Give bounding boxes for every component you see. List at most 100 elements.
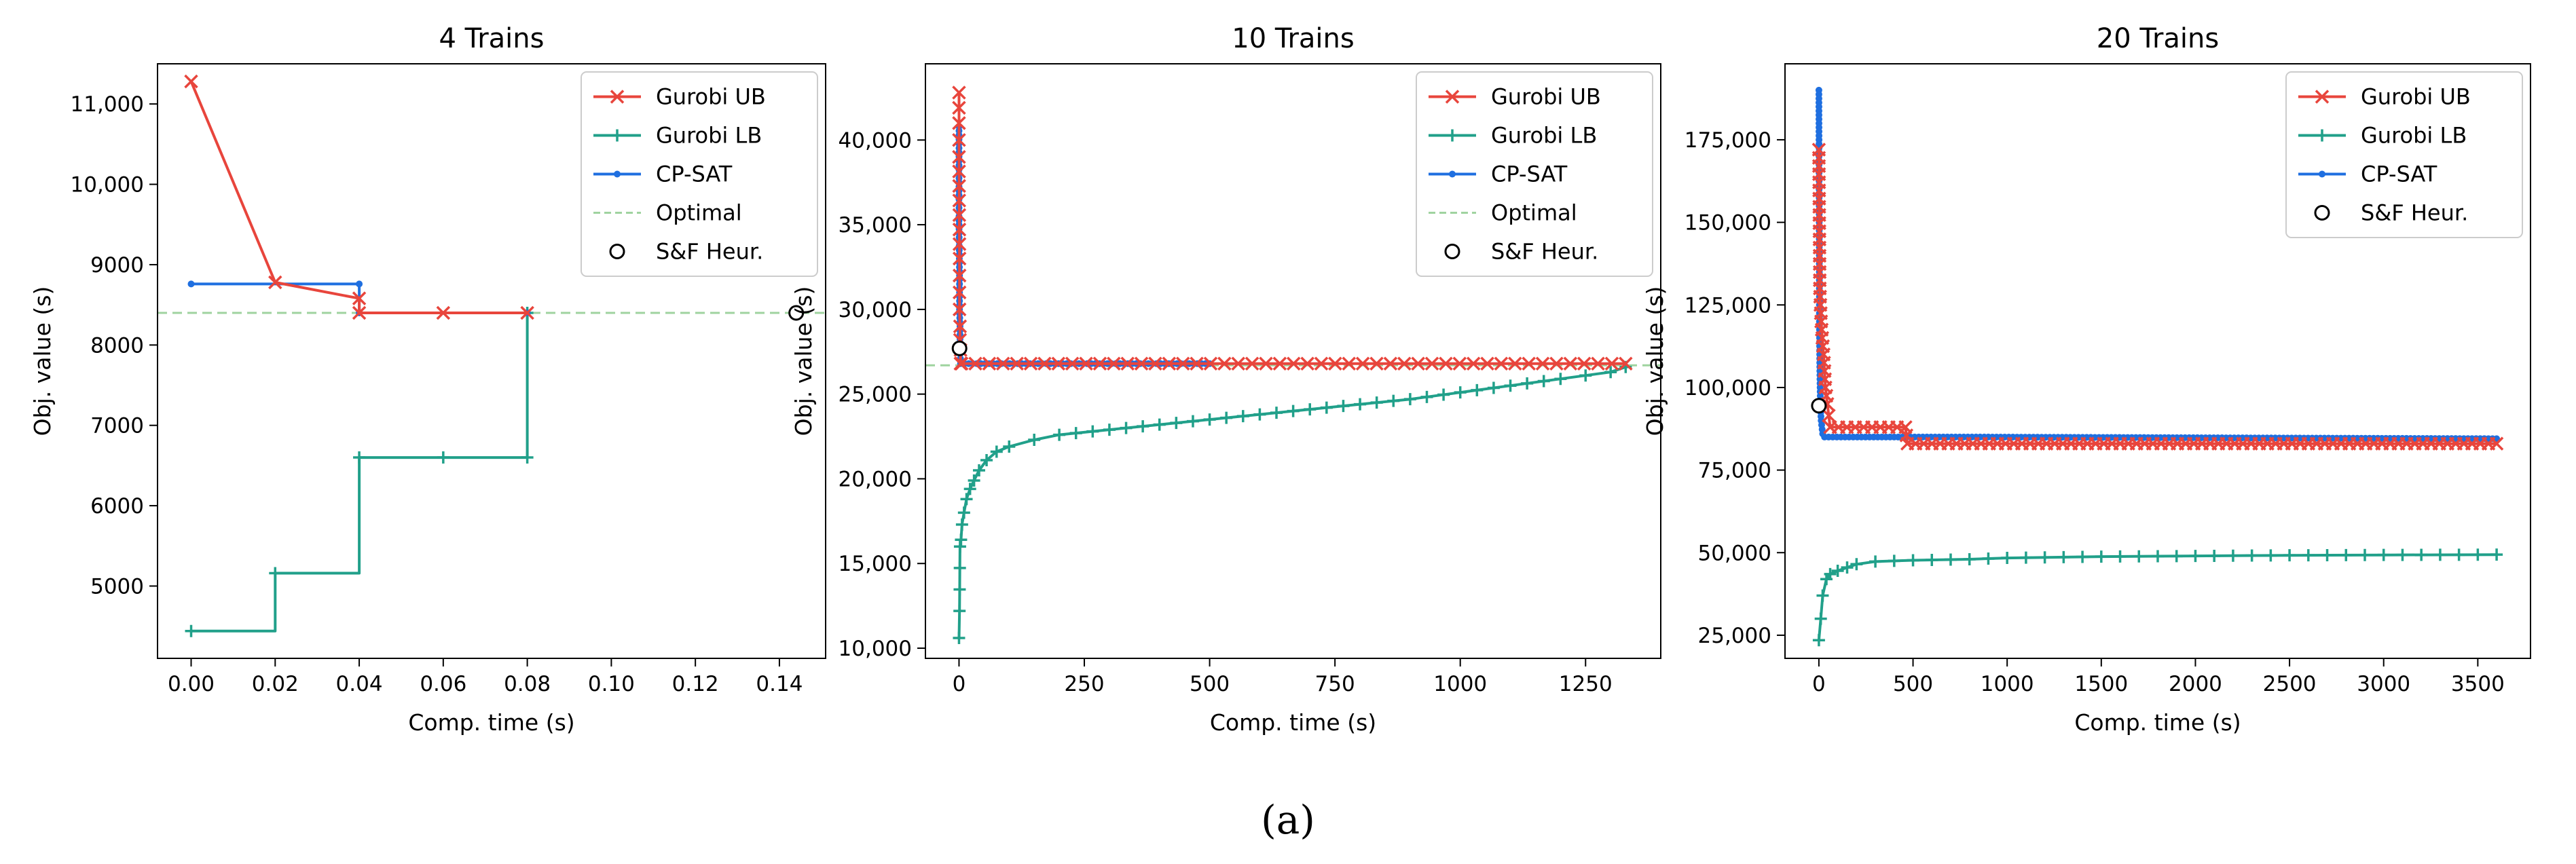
series-gurobi-ub-point bbox=[268, 275, 282, 290]
series-gurobi-lb-marker bbox=[2114, 550, 2127, 563]
x-tick-label: 3000 bbox=[2357, 672, 2410, 696]
legend-marker-cp-sat bbox=[2319, 170, 2325, 178]
axes-frame bbox=[157, 63, 826, 659]
legend-label-cp-sat: CP-SAT bbox=[656, 162, 733, 187]
legend-label-gurobi-lb: Gurobi LB bbox=[1491, 123, 1597, 149]
series-gurobi-ub-marker bbox=[952, 208, 967, 223]
series-gurobi-lb-marker bbox=[1137, 420, 1149, 433]
series-gurobi-lb-point bbox=[1841, 561, 1854, 574]
series-gurobi-lb-point bbox=[1869, 555, 1882, 568]
series-gurobi-lb-marker bbox=[1420, 390, 1433, 403]
subplot-20-trains: 20 Trains Comp. time (s) Obj. value (s) 0 50… bbox=[1642, 23, 2531, 736]
series-gurobi-ub-marker bbox=[1814, 306, 1828, 320]
legend-label-optimal: Optimal bbox=[656, 200, 742, 226]
x-tick-label: 2500 bbox=[2263, 672, 2317, 696]
series-gurobi-lb-line bbox=[191, 313, 529, 633]
series-gurobi-lb-marker bbox=[1982, 552, 1995, 565]
series-gurobi-lb-marker bbox=[1270, 407, 1283, 419]
series-gurobi-ub-marker bbox=[1023, 356, 1038, 371]
y-axis-label: Obj. value (s) bbox=[29, 286, 56, 436]
series-gurobi-ub-marker bbox=[968, 356, 982, 371]
x-tick-label: 750 bbox=[1315, 672, 1355, 696]
x-tick-label: 0.00 bbox=[168, 672, 215, 696]
series-gurobi-lb-marker bbox=[1471, 383, 1484, 396]
series-gurobi-ub-marker bbox=[1535, 356, 1550, 371]
legend-label-gurobi-lb: Gurobi LB bbox=[2361, 123, 2467, 149]
legend-marker-gurobi-ub bbox=[1445, 90, 1460, 104]
series-gurobi-lb-marker bbox=[2359, 548, 2371, 561]
y-tick-label: 8000 bbox=[90, 333, 144, 358]
series-gurobi-lb-marker bbox=[1086, 425, 1099, 438]
series-gurobi-ub-point bbox=[953, 319, 968, 334]
series-gurobi-lb-point bbox=[185, 624, 198, 637]
series-gurobi-ub-marker bbox=[1203, 356, 1218, 371]
series-gurobi-ub-point bbox=[520, 305, 534, 320]
x-tick-label: 1500 bbox=[2074, 672, 2128, 696]
series-gurobi-lb-marker bbox=[2452, 548, 2465, 561]
legend-label-gurobi-lb: Gurobi LB bbox=[656, 123, 762, 149]
series-gurobi-ub-marker bbox=[952, 285, 967, 300]
series-gurobi-lb-marker bbox=[2226, 549, 2239, 562]
series-gurobi-ub-marker bbox=[1245, 356, 1259, 371]
series-gurobi-ub-marker bbox=[1092, 356, 1107, 371]
legend-label-sandf-heur: S&F Heur. bbox=[656, 239, 763, 265]
x-tick-label: 0.14 bbox=[756, 672, 803, 696]
series-gurobi-lb-marker bbox=[2415, 548, 2428, 561]
series-gurobi-lb-point bbox=[1103, 424, 1116, 436]
series-gurobi-lb-marker bbox=[2321, 548, 2334, 561]
series-gurobi-lb-marker bbox=[1069, 427, 1082, 440]
series-cp-sat-marker bbox=[1817, 413, 1824, 420]
series-gurobi-lb-marker bbox=[2057, 550, 2070, 563]
series-gurobi-lb-point bbox=[1831, 565, 1844, 578]
x-tick-label: 0.06 bbox=[420, 672, 466, 696]
series-gurobi-lb-marker bbox=[2170, 550, 2183, 563]
series-gurobi-ub-marker bbox=[1328, 356, 1342, 371]
x-tick-label: 0 bbox=[953, 672, 966, 696]
subplot-10-trains: 10 Trains Comp. time (s) Obj. value (s) 0 25… bbox=[790, 23, 1661, 736]
series-gurobi-ub-point bbox=[436, 305, 451, 320]
legend-box bbox=[1416, 71, 1653, 277]
series-gurobi-lb-marker bbox=[953, 583, 966, 596]
series-gurobi-lb-marker bbox=[953, 561, 966, 574]
series-gurobi-ub-marker bbox=[1383, 356, 1398, 371]
sf-heuristic-point bbox=[788, 305, 805, 321]
series-gurobi-ub-marker bbox=[1814, 322, 1829, 337]
series-gurobi-lb-point bbox=[2189, 550, 2202, 563]
x-tick-label: 2000 bbox=[2169, 672, 2222, 696]
x-tick-label: 0 bbox=[1812, 672, 1826, 696]
series-gurobi-lb-point bbox=[1153, 418, 1166, 431]
series-gurobi-lb-point bbox=[1850, 558, 1863, 571]
series-gurobi-ub-marker bbox=[952, 237, 967, 251]
series-gurobi-lb-point bbox=[1253, 408, 1266, 421]
series-gurobi-lb-marker bbox=[1888, 555, 1900, 567]
series-gurobi-ub-marker bbox=[1604, 356, 1619, 371]
plot-data bbox=[925, 86, 1661, 645]
series-gurobi-ub-marker bbox=[1563, 356, 1578, 371]
series-gurobi-lb-point bbox=[1604, 366, 1617, 379]
legend-box bbox=[581, 71, 818, 277]
series-gurobi-lb-point bbox=[1504, 379, 1517, 392]
series-cp-sat-point bbox=[187, 280, 195, 288]
series-gurobi-ub-marker bbox=[1424, 356, 1439, 371]
x-tick-label: 3500 bbox=[2451, 672, 2505, 696]
y-tick-label: 40,000 bbox=[839, 128, 912, 153]
series-gurobi-lb-marker bbox=[2245, 549, 2258, 562]
series-gurobi-ub-marker bbox=[952, 100, 966, 115]
series-gurobi-lb-marker bbox=[1387, 394, 1400, 407]
legend-handle-sandf-heur bbox=[2314, 205, 2330, 221]
series-gurobi-ub-marker bbox=[1051, 356, 1066, 371]
series-gurobi-lb-marker bbox=[1945, 553, 1957, 566]
series-gurobi-ub-marker bbox=[996, 356, 1010, 371]
legend-marker-gurobi-lb bbox=[611, 129, 623, 142]
series-gurobi-ub-marker bbox=[982, 356, 997, 371]
series-gurobi-ub-marker bbox=[1162, 356, 1177, 371]
series-gurobi-ub-point bbox=[952, 116, 966, 130]
series-gurobi-lb-marker bbox=[2208, 549, 2221, 562]
x-tick-label: 0.02 bbox=[252, 672, 299, 696]
y-tick-label: 6000 bbox=[90, 494, 144, 519]
subplot-4-trains: 4 Trains Comp. time (s) Obj. value (s) 0.00… bbox=[29, 23, 826, 736]
series-gurobi-lb-point bbox=[2377, 548, 2390, 561]
series-gurobi-ub-marker bbox=[1816, 339, 1830, 354]
series-gurobi-ub-marker bbox=[1342, 356, 1356, 371]
series-gurobi-lb-point bbox=[2283, 549, 2296, 562]
